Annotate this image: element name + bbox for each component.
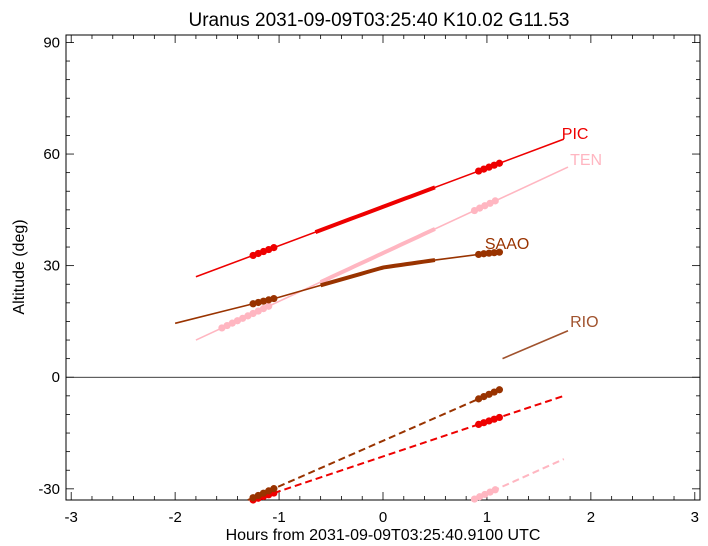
series-line <box>502 330 569 360</box>
y-tick-label: 0 <box>52 369 60 386</box>
series-below-horizon-marker <box>495 386 504 394</box>
series-marker <box>495 248 504 256</box>
series-marker <box>270 294 278 303</box>
x-tick-label: -3 <box>65 509 78 526</box>
series-label: PIC <box>562 126 589 143</box>
series-thick-segment <box>320 258 436 288</box>
x-tick-label: -2 <box>168 509 181 526</box>
series-rio: RIO <box>502 314 599 360</box>
series-layer: PIC TEN SAAO RIO <box>174 126 602 504</box>
y-tick-label: -30 <box>38 481 60 498</box>
x-axis-label: Hours from 2031-09-09T03:25:40.9100 UTC <box>226 527 541 544</box>
series-below-horizon-line <box>252 394 565 501</box>
x-axis-ticks: -3 -2 -1 0 1 2 3 <box>65 35 699 526</box>
y-tick-label: 90 <box>43 34 60 51</box>
y-axis-label: Altitude (deg) <box>11 219 28 314</box>
y-tick-label: 30 <box>43 258 60 275</box>
y-tick-label: 60 <box>43 146 60 163</box>
series-label: TEN <box>570 152 602 169</box>
series-saao: SAAO <box>174 236 529 502</box>
series-label: RIO <box>570 314 598 331</box>
x-tick-label: -1 <box>272 509 285 526</box>
x-tick-label: 3 <box>691 509 699 526</box>
series-marker <box>485 249 493 257</box>
series-marker <box>270 244 278 252</box>
x-tick-label: 1 <box>483 509 491 526</box>
series-marker <box>265 302 273 310</box>
series-line <box>174 251 503 325</box>
series-marker <box>480 250 488 258</box>
chart-title: Uranus 2031-09-09T03:25:40 K10.02 G11.53 <box>189 10 570 31</box>
series-below-horizon-marker <box>495 413 504 422</box>
series-label: SAAO <box>485 236 529 253</box>
series-marker <box>490 249 498 257</box>
series-thick-segment <box>314 185 436 234</box>
series-marker <box>495 159 504 167</box>
series-below-horizon-marker <box>491 486 499 494</box>
series-below-horizon-line <box>247 387 503 501</box>
x-tick-label: 0 <box>379 509 387 526</box>
y-axis-ticks: -30 0 30 60 90 <box>38 34 700 498</box>
series-thick-segment <box>319 227 436 284</box>
series-ten: TEN <box>195 152 602 503</box>
series-pic: PIC <box>195 126 589 504</box>
series-marker <box>491 197 499 205</box>
series-below-horizon-marker <box>270 485 278 493</box>
x-tick-label: 2 <box>587 509 595 526</box>
